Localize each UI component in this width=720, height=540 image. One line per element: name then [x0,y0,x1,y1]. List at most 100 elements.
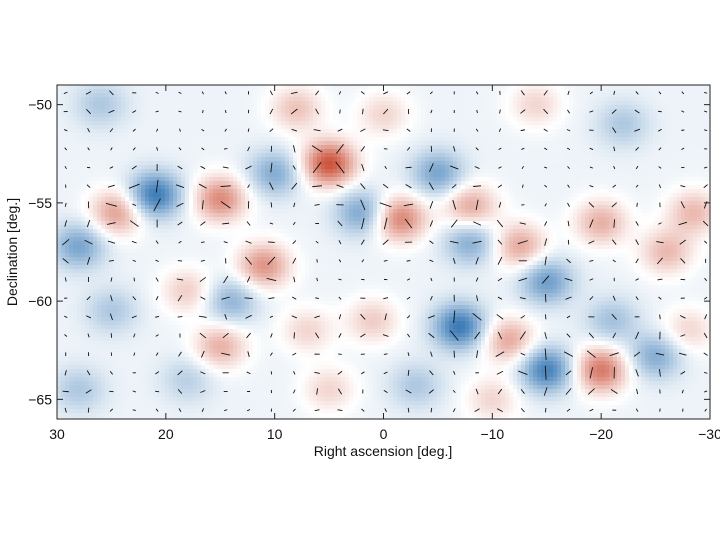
heatmap-cell [677,113,682,118]
heatmap-cell [449,177,454,182]
heatmap-cell [237,153,242,158]
heatmap-cell [417,173,422,178]
heatmap-cell [297,193,302,198]
heatmap-cell [97,105,102,110]
heatmap-cell [185,173,190,178]
heatmap-cell [261,145,266,150]
heatmap-cell [301,109,306,114]
heatmap-cell [301,205,306,210]
heatmap-cell [461,185,466,190]
heatmap-cell [537,125,542,130]
heatmap-cell [497,109,502,114]
heatmap-cell [177,153,182,158]
heatmap-cell [549,125,554,130]
heatmap-cell [377,137,382,142]
heatmap-cell [553,193,558,198]
heatmap-cell [261,181,266,186]
heatmap-cell [165,165,170,170]
heatmap-cell [377,101,382,106]
heatmap-cell [501,113,506,118]
heatmap-cell [245,177,250,182]
heatmap-cell [121,113,126,118]
heatmap-cell [393,177,398,182]
heatmap-cell [325,85,330,90]
heatmap-cell [473,173,478,178]
heatmap-cell [549,141,554,146]
heatmap-cell [357,185,362,190]
heatmap-cell [353,189,358,194]
heatmap-cell [345,125,350,130]
heatmap-cell [273,149,278,154]
heatmap-cell [353,109,358,114]
heatmap-cell [665,197,670,202]
heatmap-cell [517,133,522,138]
heatmap-cell [281,109,286,114]
heatmap-cell [693,149,698,154]
heatmap-cell [233,177,238,182]
heatmap-cell [317,117,322,122]
heatmap-cell [305,185,310,190]
heatmap-cell [661,97,666,102]
heatmap-cell [437,157,442,162]
heatmap-cell [285,113,290,118]
heatmap-cell [117,137,122,142]
heatmap-cell [705,177,710,182]
heatmap-cell [209,121,214,126]
heatmap-cell [501,101,506,106]
heatmap-cell [417,137,422,142]
heatmap-cell [141,97,146,102]
heatmap-cell [353,177,358,182]
heatmap-cell [421,133,426,138]
heatmap-cell [257,145,262,150]
heatmap-cell [685,145,690,150]
heatmap-cell [625,181,630,186]
heatmap-cell [649,145,654,150]
heatmap-cell [93,201,98,206]
heatmap-cell [353,205,358,210]
heatmap-cell [661,93,666,98]
heatmap-cell [237,169,242,174]
heatmap-cell [681,113,686,118]
heatmap-cell [425,153,430,158]
heatmap-cell [681,97,686,102]
heatmap-cell [265,161,270,166]
heatmap-cell [629,141,634,146]
heatmap-cell [617,125,622,130]
heatmap-cell [429,161,434,166]
heatmap-cell [517,201,522,206]
heatmap-cell [613,117,618,122]
heatmap-cell [209,89,214,94]
heatmap-cell [545,169,550,174]
heatmap-cell [153,133,158,138]
heatmap-cell [517,169,522,174]
heatmap-cell [489,161,494,166]
heatmap-cell [369,89,374,94]
heatmap-cell [213,177,218,182]
heatmap-cell [425,177,430,182]
heatmap-cell [501,177,506,182]
heatmap-cell [57,101,62,106]
heatmap-cell [481,85,486,90]
heatmap-cell [145,125,150,130]
heatmap-cell [345,105,350,110]
heatmap-cell [297,117,302,122]
heatmap-cell [161,125,166,130]
heatmap-cell [157,117,162,122]
heatmap-cell [153,185,158,190]
heatmap-cell [397,201,402,206]
heatmap-cell [665,181,670,186]
heatmap-cell [305,137,310,142]
heatmap-cell [177,85,182,90]
heatmap-cell [689,97,694,102]
heatmap-cell [117,177,122,182]
heatmap-cell [377,129,382,134]
heatmap-cell [541,177,546,182]
heatmap-cell [429,85,434,90]
heatmap-cell [405,113,410,118]
heatmap-cell [473,93,478,98]
heatmap-cell [89,205,94,210]
heatmap-cell [69,101,74,106]
heatmap-cell [549,113,554,118]
heatmap-cell [565,137,570,142]
heatmap-cell [521,201,526,206]
